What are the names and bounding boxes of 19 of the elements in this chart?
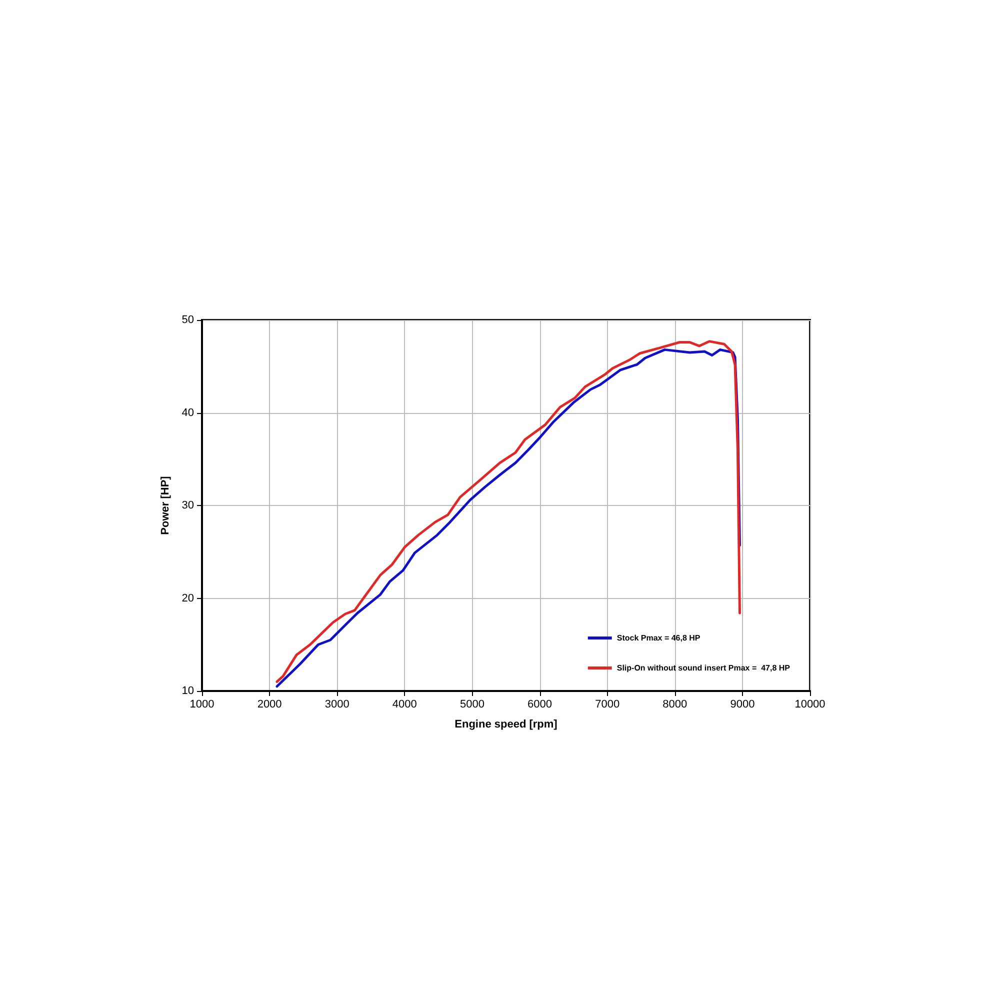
y-tick-label: 50 [182,314,194,326]
x-tick-label: 5000 [460,698,484,710]
legend-label: Stock Pmax = 46,8 HP [616,634,701,642]
x-tick-label: 1000 [190,698,214,710]
x-tick-label: 4000 [392,698,417,710]
y-tick-label: 30 [182,500,194,512]
x-axis-title: Engine speed [rpm] [454,718,558,730]
y-tick-label: 20 [182,592,194,604]
x-tick-label: 6000 [528,698,552,710]
x-tick-label: 8000 [662,698,688,710]
x-tick-label: 3000 [324,698,350,710]
x-tick-label: 2000 [257,698,282,710]
legend-label: Slip-On without sound insert Pmax = 47,8 HP [616,664,791,672]
x-tick-label: 9000 [730,698,755,710]
y-tick-label: 10 [182,685,194,697]
y-axis-title: Power [HP] [159,476,172,535]
x-tick-label: 10000 [794,698,826,710]
x-tick-label: 7000 [595,698,620,710]
y-tick-label: 40 [182,406,194,419]
